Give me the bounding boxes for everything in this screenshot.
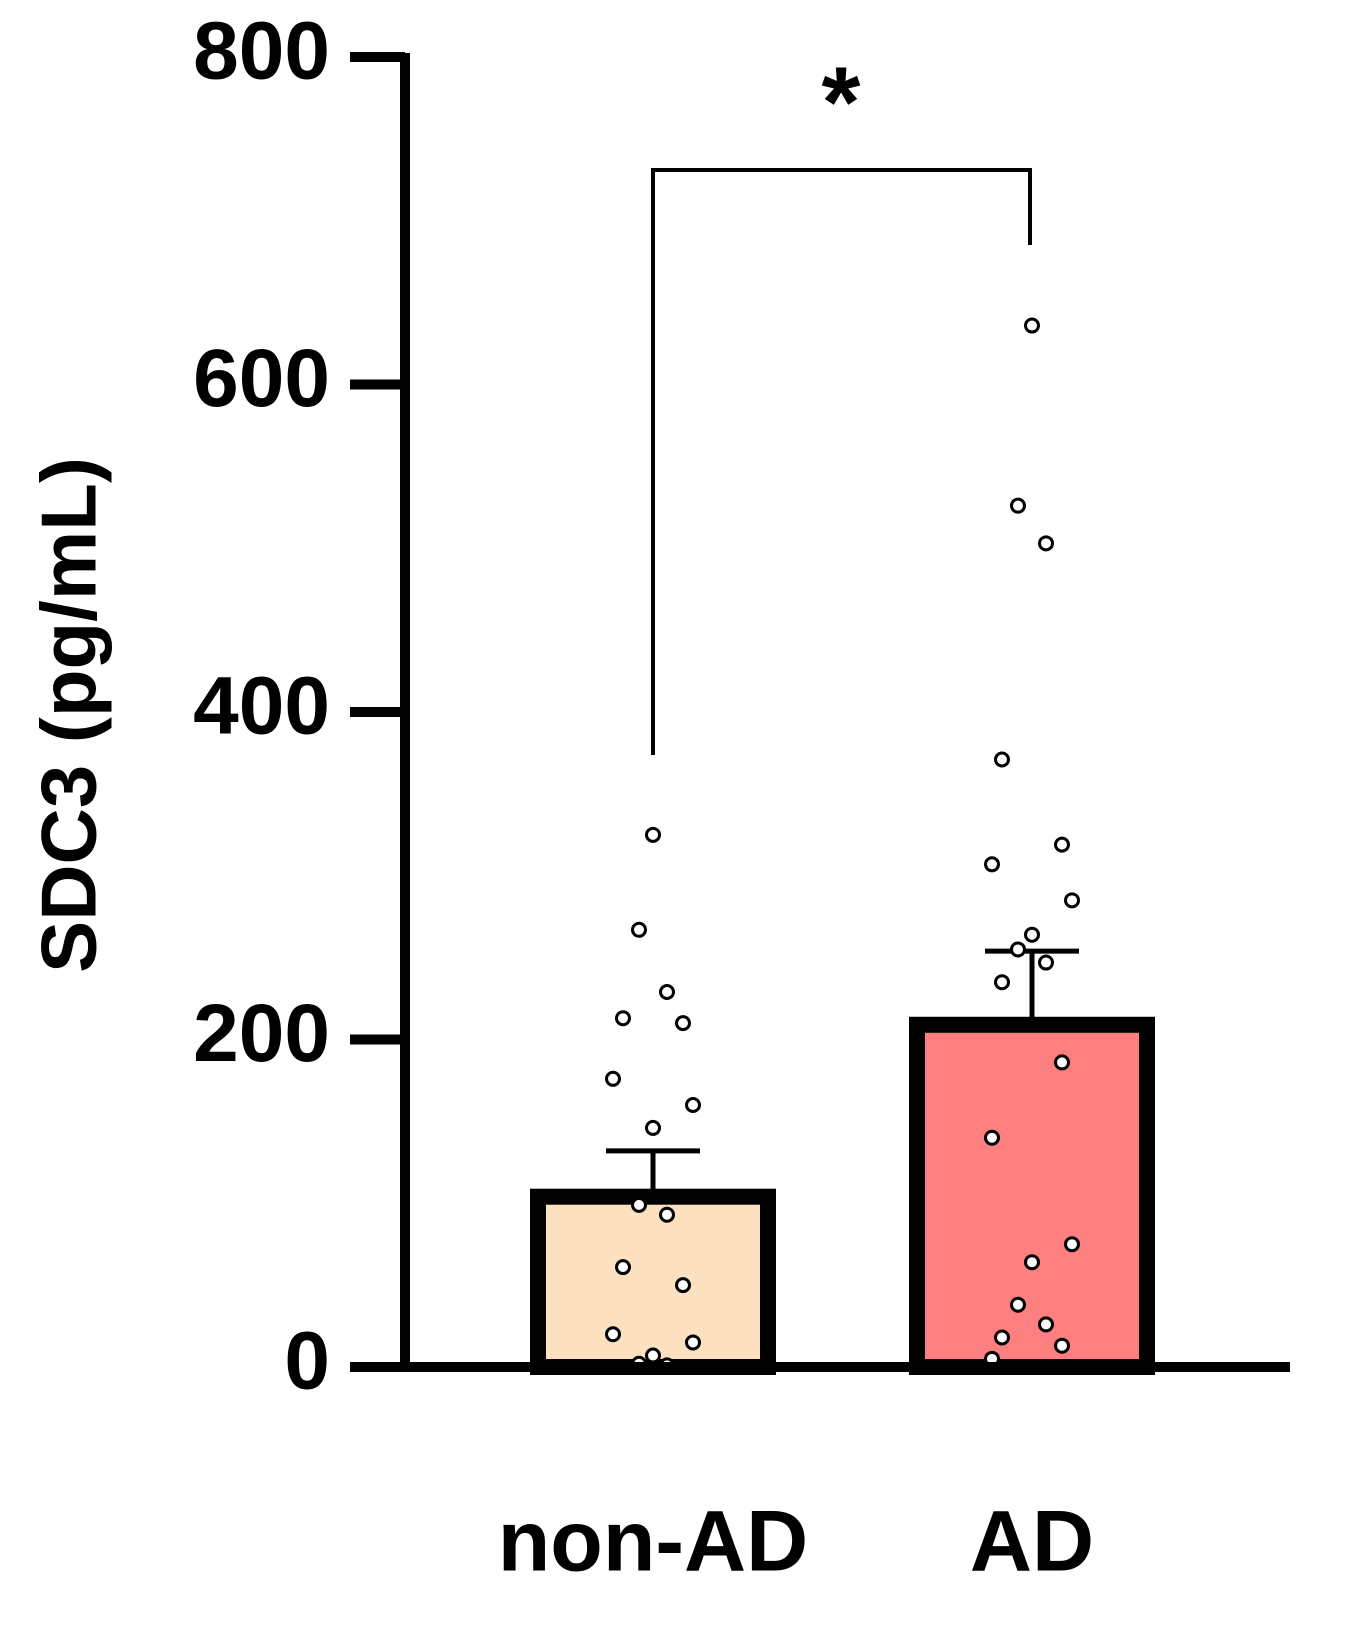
error-bar: [606, 1148, 700, 1197]
data-point: [631, 921, 647, 938]
data-point: [1024, 926, 1040, 943]
significance-label: *: [822, 46, 861, 158]
data-point: [685, 1334, 701, 1351]
data-point: [984, 1129, 1000, 1146]
y-tick-label: 600: [193, 333, 330, 424]
error-bar: [985, 948, 1079, 1025]
data-point: [1010, 1296, 1026, 1313]
bar: [530, 1188, 776, 1375]
y-axis-label: SDC3 (pg/mL): [25, 457, 113, 973]
data-point: [1064, 892, 1080, 909]
data-point: [675, 1277, 691, 1294]
data-point: [994, 751, 1010, 768]
data-point: [615, 1259, 631, 1276]
y-tick-label: 800: [193, 6, 330, 97]
data-point: [645, 1347, 661, 1364]
data-point: [1038, 1316, 1054, 1333]
data-point: [1054, 1337, 1070, 1354]
x-tick-label: AD: [970, 1494, 1094, 1590]
data-point: [675, 1015, 691, 1032]
data-point: [1064, 1236, 1080, 1253]
data-point: [994, 974, 1010, 991]
data-point: [1024, 317, 1040, 334]
y-tick-label: 0: [284, 1316, 330, 1407]
data-point: [645, 826, 661, 843]
significance-bracket: [651, 168, 1032, 755]
data-point: [994, 1329, 1010, 1346]
y-tick-label: 200: [193, 988, 330, 1079]
data-point: [615, 1010, 631, 1027]
y-tick-label: 400: [193, 661, 330, 752]
data-point: [685, 1097, 701, 1113]
data-point: [631, 1196, 647, 1213]
data-point: [1010, 497, 1026, 514]
x-tick-label: non-AD: [498, 1494, 808, 1590]
data-point: [645, 1119, 661, 1136]
data-point: [1010, 941, 1026, 958]
data-point: [1054, 1054, 1070, 1071]
data-point: [659, 984, 675, 1001]
data-point: [605, 1326, 621, 1343]
data-point: [1024, 1254, 1040, 1271]
bar: [909, 1016, 1155, 1375]
data-point: [1054, 836, 1070, 853]
data-point: [1038, 954, 1054, 971]
data-point: [1038, 535, 1054, 552]
data-point: [984, 856, 1000, 873]
data-point: [605, 1070, 621, 1087]
data-point: [659, 1206, 675, 1223]
